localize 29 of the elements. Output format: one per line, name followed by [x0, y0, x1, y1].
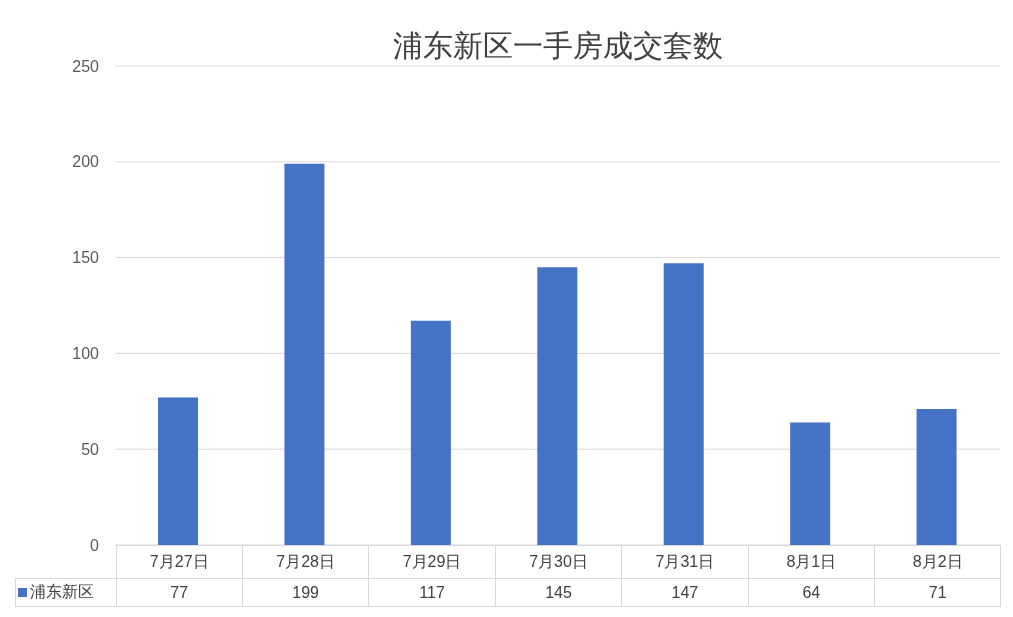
data-label: 64: [748, 578, 875, 607]
bar: [410, 320, 451, 545]
y-tick-label: 250: [72, 57, 100, 75]
y-tick-label: 150: [72, 249, 100, 267]
y-tick-label: 50: [81, 440, 100, 458]
legend-label: 浦东新区: [15, 578, 116, 607]
bar: [790, 422, 831, 545]
data-label: 71: [874, 578, 1001, 607]
x-tick-label: 7月31日: [621, 545, 749, 579]
x-tick-label: 8月1日: [748, 545, 875, 579]
bar: [284, 163, 325, 545]
y-tick-label: 200: [72, 153, 100, 171]
data-label: 145: [495, 578, 622, 607]
x-tick-label: 7月27日: [116, 545, 243, 579]
data-label: 117: [368, 578, 496, 607]
chart-title: 浦东新区一手房成交套数: [391, 27, 724, 65]
bar: [916, 408, 957, 545]
x-tick-label: 7月30日: [495, 545, 622, 579]
x-tick-label: 8月2日: [874, 545, 1001, 579]
data-label: 199: [242, 578, 369, 607]
y-tick-label: 100: [72, 345, 100, 363]
data-label: 147: [621, 578, 749, 607]
bar: [158, 397, 198, 545]
x-tick-label: 7月28日: [242, 545, 369, 579]
y-tick-label: 0: [90, 536, 100, 554]
x-tick-label: 7月29日: [368, 545, 496, 579]
data-label: 77: [116, 578, 243, 607]
bar: [663, 263, 704, 545]
bar: [537, 267, 578, 545]
